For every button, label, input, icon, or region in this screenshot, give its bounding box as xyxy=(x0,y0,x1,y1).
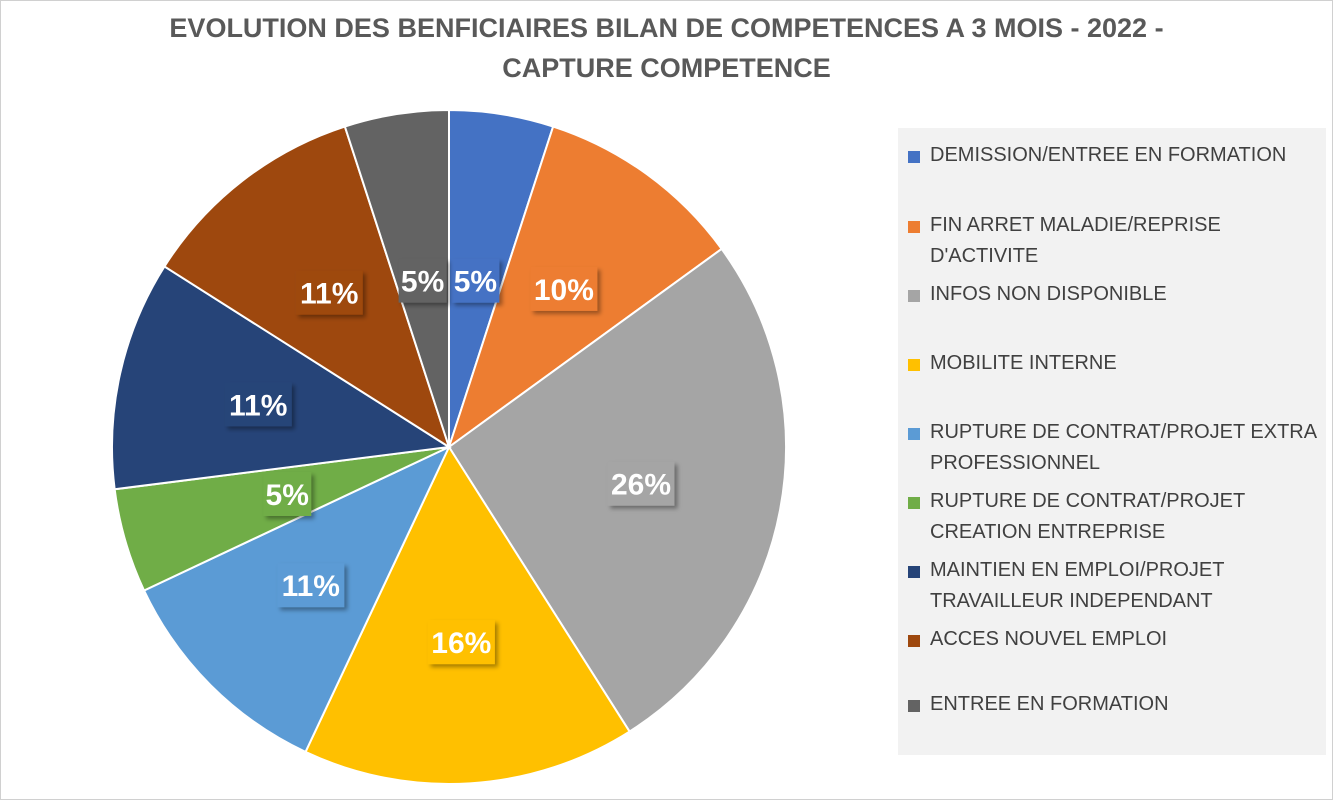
slice-label-1: 5% xyxy=(451,258,500,303)
slice-label-box-7 xyxy=(224,382,292,427)
legend: DEMISSION/ENTREE EN FORMATION FIN ARRET M… xyxy=(898,128,1326,755)
pie-slice-7 xyxy=(111,265,452,491)
legend-swatch-7 xyxy=(908,566,920,578)
legend-item-6: RUPTURE DE CONTRAT/PROJET CREATION ENTRE… xyxy=(908,486,1324,548)
slice-label-box-4 xyxy=(427,620,495,665)
slice-value-label-9: 5% xyxy=(401,266,444,299)
legend-item-7: MAINTIEN EN EMPLOI/PROJET TRAVAILLEUR IN… xyxy=(908,555,1324,617)
legend-label-5: RUPTURE DE CONTRAT/PROJET EXTRA PROFESSI… xyxy=(930,421,1316,474)
legend-swatch-9 xyxy=(908,700,920,712)
slice-value-label-8: 11% xyxy=(300,278,358,311)
slice-label-5: 11% xyxy=(277,563,345,608)
slice-value-label-1: 5% xyxy=(454,266,497,299)
slice-label-9: 5% xyxy=(398,258,447,303)
legend-swatch-4 xyxy=(908,359,920,371)
legend-swatch-6 xyxy=(908,497,920,509)
slice-value-label-7: 11% xyxy=(229,389,287,422)
legend-swatch-1 xyxy=(908,151,920,163)
legend-label-8: ACCES NOUVEL EMPLOI xyxy=(930,628,1168,650)
legend-item-8: ACCES NOUVEL EMPLOI xyxy=(908,624,1324,655)
legend-swatch-5 xyxy=(908,428,920,440)
chart-title: EVOLUTION DES BENFICIAIRES BILAN DE COMP… xyxy=(0,8,1333,88)
legend-label-3: INFOS NON DISPONIBLE xyxy=(930,283,1167,305)
legend-label-9: ENTREE EN FORMATION xyxy=(930,693,1169,715)
slice-label-7: 11% xyxy=(224,382,292,427)
pie-slice-4 xyxy=(304,444,631,786)
legend-item-4: MOBILITE INTERNE xyxy=(908,348,1324,379)
legend-label-1: DEMISSION/ENTREE EN FORMATION xyxy=(930,144,1287,166)
legend-swatch-3 xyxy=(908,290,920,302)
pie-slice-9 xyxy=(343,108,450,448)
slice-value-label-4: 16% xyxy=(431,627,491,660)
slice-label-box-1 xyxy=(451,258,500,303)
slice-label-8: 11% xyxy=(295,270,363,315)
slice-label-box-2 xyxy=(530,266,598,311)
slice-label-box-3 xyxy=(607,461,675,506)
chart-title-line-1: EVOLUTION DES BENFICIAIRES BILAN DE COMP… xyxy=(169,13,1164,43)
legend-label-7: MAINTIEN EN EMPLOI/PROJET TRAVAILLEUR IN… xyxy=(930,559,1225,612)
slice-value-label-6: 5% xyxy=(266,479,309,512)
slice-label-box-6 xyxy=(263,472,312,516)
slice-label-4: 16% xyxy=(427,620,495,665)
slice-label-box-8 xyxy=(295,270,363,315)
slice-value-label-5: 11% xyxy=(282,570,340,603)
slice-label-box-5 xyxy=(277,563,345,608)
slice-value-label-3: 26% xyxy=(611,469,671,502)
legend-item-9: ENTREE EN FORMATION xyxy=(908,689,1324,720)
legend-item-3: INFOS NON DISPONIBLE xyxy=(908,279,1324,310)
legend-label-4: MOBILITE INTERNE xyxy=(930,352,1117,374)
slice-value-label-2: 10% xyxy=(534,274,594,307)
legend-swatch-8 xyxy=(908,635,920,647)
legend-swatch-2 xyxy=(908,221,920,233)
legend-label-6: RUPTURE DE CONTRAT/PROJET CREATION ENTRE… xyxy=(930,490,1245,543)
legend-item-2: FIN ARRET MALADIE/REPRISE D'ACTIVITE xyxy=(908,210,1324,272)
legend-item-1: DEMISSION/ENTREE EN FORMATION xyxy=(908,140,1324,171)
slice-label-6: 5% xyxy=(263,472,312,516)
legend-label-2: FIN ARRET MALADIE/REPRISE D'ACTIVITE xyxy=(930,214,1221,267)
slice-label-box-9 xyxy=(398,258,447,303)
legend-item-5: RUPTURE DE CONTRAT/PROJET EXTRA PROFESSI… xyxy=(908,417,1324,479)
slice-label-3: 26% xyxy=(607,461,675,506)
slice-label-2: 10% xyxy=(530,266,598,311)
chart-title-line-2: CAPTURE COMPETENCE xyxy=(502,53,831,83)
